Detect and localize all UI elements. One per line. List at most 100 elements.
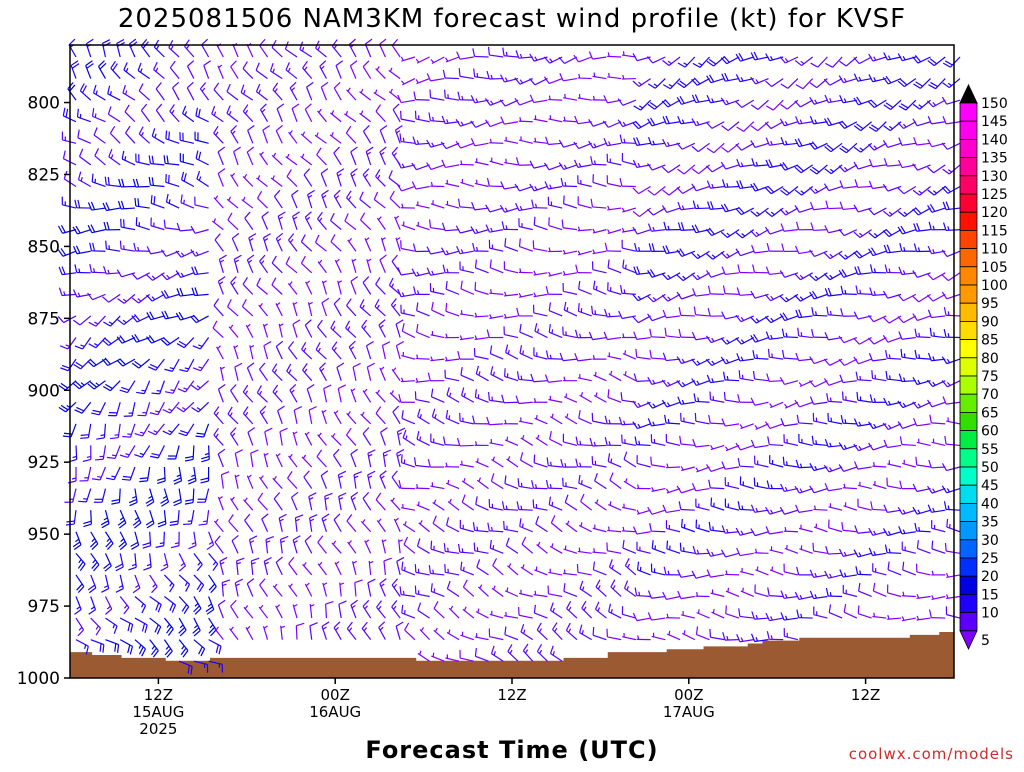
wind-barb (231, 384, 239, 402)
wind-barb (262, 212, 269, 230)
wind-barb (651, 457, 666, 467)
wind-barb (534, 217, 547, 230)
wind-barb (176, 271, 194, 278)
wind-barb (445, 463, 459, 467)
wind-barb (161, 553, 168, 570)
wind-barb (231, 600, 239, 618)
wind-barb (391, 298, 400, 315)
wind-barb (260, 255, 268, 273)
wind-barb (682, 630, 695, 639)
wind-barb (398, 95, 415, 103)
wind-barb (59, 381, 76, 390)
wind-barb (519, 268, 533, 272)
wind-barb (377, 601, 386, 618)
wind-barb (652, 633, 666, 640)
wind-barb (607, 527, 621, 532)
wind-barb (272, 40, 282, 57)
wind-barb (209, 640, 221, 655)
wind-barb (390, 390, 400, 402)
wind-barb (595, 473, 607, 488)
wind-barb (798, 328, 813, 338)
wind-barb (306, 281, 312, 294)
wind-barb (530, 79, 548, 85)
wind-barb (120, 381, 135, 393)
wind-barb (518, 478, 533, 488)
wind-barb (725, 477, 739, 488)
wind-barb (825, 483, 842, 491)
wind-barb (427, 73, 444, 81)
wind-barb (899, 138, 916, 146)
wind-barb (228, 407, 238, 424)
wind-barb (416, 201, 430, 208)
wind-barb (662, 273, 680, 280)
wind-barb (334, 411, 341, 424)
wind-barb (148, 424, 164, 435)
wind-barb (427, 163, 445, 170)
wind-barb (826, 588, 842, 597)
wind-barb (932, 439, 946, 446)
wind-barb (534, 293, 548, 297)
wind-barb (332, 342, 341, 359)
wind-barb (193, 338, 209, 349)
wind-barb (943, 396, 960, 404)
wind-barb (663, 505, 680, 513)
wind-barb (681, 413, 695, 424)
wind-barb (811, 202, 828, 210)
wind-barb (431, 57, 444, 63)
wind-barb (736, 100, 754, 107)
wind-barb (548, 248, 562, 252)
wind-barb (551, 515, 562, 531)
wind-barb (78, 109, 91, 122)
wind-barb (150, 575, 158, 593)
wind-barb (726, 605, 739, 618)
wind-barb (475, 158, 489, 165)
wind-barb (855, 266, 872, 274)
wind-barb (781, 591, 798, 599)
wind-barb (869, 100, 887, 107)
wind-barb (856, 372, 871, 381)
wind-barb (397, 450, 404, 467)
x-tick-label: 2025 (139, 720, 177, 738)
wind-barb (62, 197, 76, 208)
wind-barb (83, 445, 91, 461)
wind-barb (942, 486, 960, 493)
wind-barb (165, 381, 179, 394)
wind-barb (607, 352, 621, 359)
wind-barb (128, 553, 136, 570)
wind-barb (501, 117, 518, 125)
wind-barb (462, 387, 474, 402)
colorbar-box (960, 576, 977, 594)
wind-barb (489, 392, 504, 402)
wind-barb (80, 424, 91, 438)
wind-barb (214, 126, 224, 143)
wind-barb (945, 436, 960, 445)
wind-barb (608, 453, 621, 467)
colorbar-box (960, 485, 977, 503)
colorbar-box (960, 139, 977, 157)
wind-barb (199, 510, 209, 525)
wind-barb (707, 181, 724, 189)
wind-barb (405, 623, 415, 640)
wind-barb (363, 428, 371, 446)
wind-barb (376, 169, 386, 186)
wind-barb (209, 575, 217, 593)
wind-barb (707, 464, 725, 471)
wind-barb (194, 640, 205, 656)
wind-barb (930, 328, 945, 338)
wind-barb (795, 592, 812, 599)
wind-barb (118, 201, 134, 209)
wind-barb (457, 246, 474, 254)
wind-barb (799, 434, 813, 445)
wind-barb (488, 523, 503, 532)
wind-barb (397, 557, 404, 574)
wind-barb (753, 350, 769, 359)
wind-barb (337, 169, 344, 187)
wind-barb (489, 139, 503, 143)
wind-barb (334, 190, 341, 208)
wind-barb (839, 464, 857, 471)
wind-barb (563, 478, 577, 489)
wind-barb (90, 243, 106, 251)
wind-barb (533, 398, 547, 402)
wind-barb (635, 437, 651, 446)
